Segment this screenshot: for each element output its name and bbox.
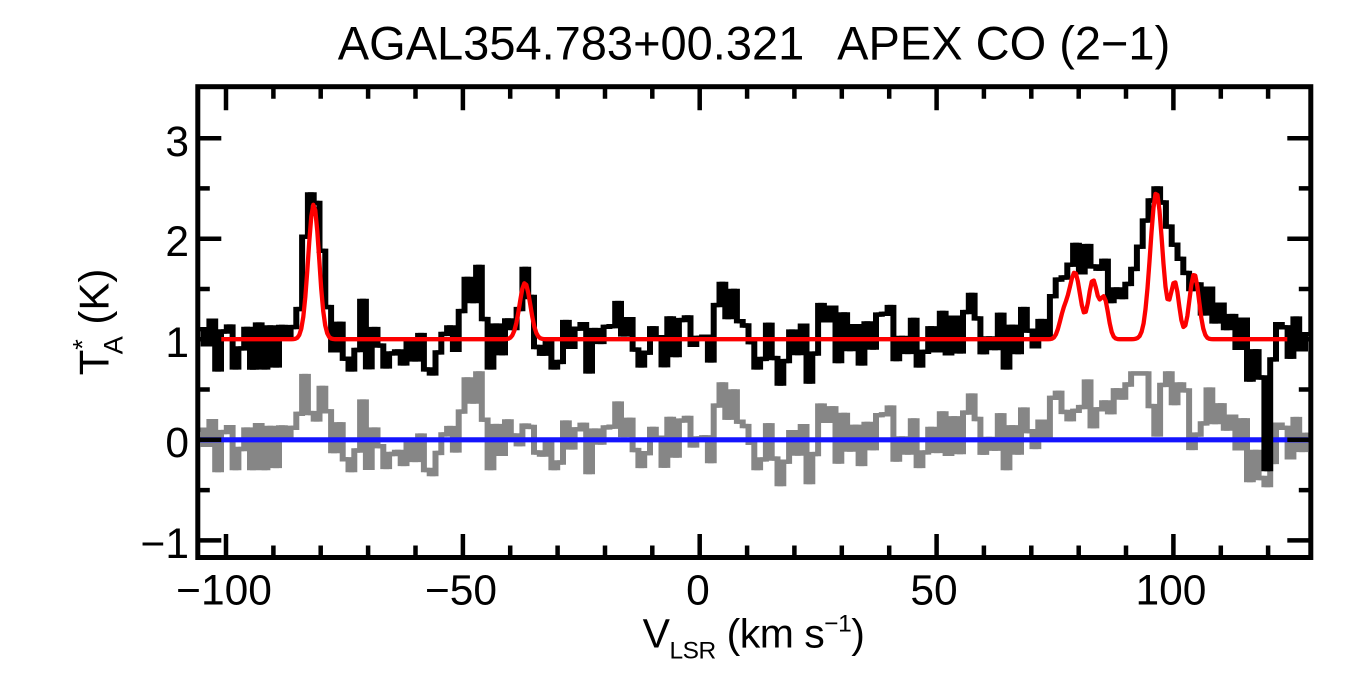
svg-text:50: 50 (910, 568, 957, 615)
svg-text:100: 100 (1136, 568, 1207, 615)
svg-text:−100: −100 (176, 568, 272, 615)
svg-text:3: 3 (165, 119, 189, 166)
svg-text:2: 2 (165, 219, 189, 266)
svg-text:0: 0 (686, 568, 710, 615)
svg-text:−1: −1 (141, 521, 189, 568)
svg-text:AGAL354.783+00.321 APEX CO (2: AGAL354.783+00.321 APEX CO (2−1) (338, 17, 1170, 70)
svg-text:1: 1 (165, 320, 189, 367)
svg-text:0: 0 (165, 420, 189, 467)
svg-text:−50: −50 (425, 568, 497, 615)
